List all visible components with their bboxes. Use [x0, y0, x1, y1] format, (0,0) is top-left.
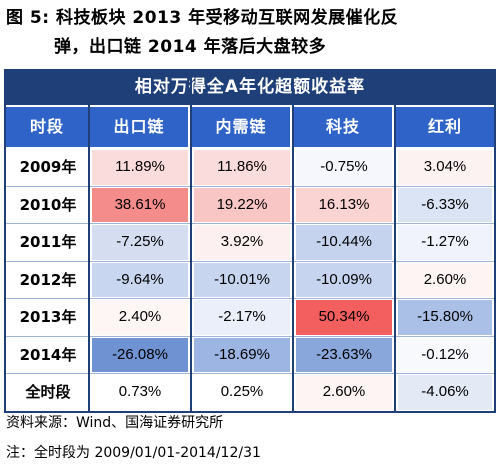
row-divider [6, 185, 494, 187]
value-cell: 2.60% [398, 262, 492, 297]
value-cell: 2.60% [296, 375, 392, 410]
figure-title-line2: 弹，出口链 2014 年落后大盘较多 [54, 37, 327, 57]
value-cell: 19.22% [194, 187, 290, 222]
value-cell: -15.80% [398, 300, 492, 335]
row-divider [6, 223, 494, 224]
value-cell: -9.64% [92, 262, 188, 297]
value-cell: -10.44% [296, 225, 392, 260]
period-note: 注：全时段为 2009/01/01-2014/12/31 [6, 445, 261, 461]
value-cell: -4.06% [398, 375, 492, 410]
value-cell: 50.34% [296, 300, 392, 335]
row-divider [6, 373, 494, 374]
figure-title: 图 5: 科技板块 2013 年受移动互联网发展催化反 弹，出口链 2014 年… [6, 4, 494, 62]
row-label: 2013年 [6, 299, 90, 336]
source-note: 资料来源：Wind、国海证券研究所 [6, 415, 224, 431]
row-divider [6, 335, 494, 337]
column-divider [494, 69, 496, 412]
column-header: 出口链 [90, 107, 188, 147]
value-cell: -10.01% [194, 262, 290, 297]
column-header: 时段 [6, 107, 88, 147]
value-cell: 11.86% [194, 150, 290, 185]
value-cell: -0.75% [296, 150, 392, 185]
column-divider [88, 69, 90, 412]
value-cell: -6.33% [398, 187, 492, 222]
value-cell: -0.12% [398, 337, 492, 372]
value-cell: 2.40% [92, 300, 188, 335]
value-cell: 0.25% [194, 375, 290, 410]
value-cell: -2.17% [194, 300, 290, 335]
value-cell: 3.92% [194, 225, 290, 260]
column-header: 科技 [294, 107, 392, 147]
table-banner: 相对万得全A年化超额收益率 [6, 69, 494, 105]
column-divider [4, 69, 6, 412]
row-label: 2012年 [6, 261, 90, 298]
row-divider [6, 260, 494, 262]
value-cell: -1.27% [398, 225, 492, 260]
returns-table: 相对万得全A年化超额收益率 时段 出口链 内需链 科技 红利 2009年 11.89% 11.… [4, 69, 496, 413]
value-cell: 11.89% [92, 150, 188, 185]
column-header: 红利 [396, 107, 494, 147]
row-label: 2011年 [6, 224, 90, 261]
value-cell: 16.13% [296, 187, 392, 222]
column-divider [394, 69, 396, 412]
row-label: 2014年 [6, 336, 90, 373]
row-label: 2009年 [6, 149, 90, 186]
value-cell: -7.25% [92, 225, 188, 260]
table-bottom-border [4, 410, 496, 413]
value-cell: -23.63% [296, 337, 392, 372]
column-header: 内需链 [192, 107, 290, 147]
value-cell: -10.09% [296, 262, 392, 297]
value-cell: -26.08% [92, 337, 188, 372]
row-label: 2010年 [6, 186, 90, 223]
value-cell: 0.73% [92, 375, 188, 410]
column-divider [190, 69, 192, 412]
row-label: 全时段 [6, 374, 90, 411]
row-divider [6, 298, 494, 299]
value-cell: 38.61% [92, 187, 188, 222]
value-cell: -18.69% [194, 337, 290, 372]
column-divider [292, 69, 294, 412]
value-cell: 3.04% [398, 150, 492, 185]
figure-title-line1: 图 5: 科技板块 2013 年受移动互联网发展催化反 [6, 8, 399, 28]
